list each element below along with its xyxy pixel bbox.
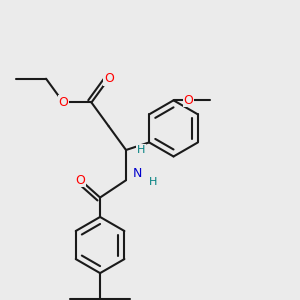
- Text: N: N: [133, 167, 142, 180]
- Text: O: O: [58, 96, 68, 109]
- Text: O: O: [76, 174, 85, 187]
- Text: O: O: [184, 94, 194, 107]
- Text: H: H: [137, 145, 145, 155]
- Text: H: H: [149, 177, 157, 188]
- Text: O: O: [104, 72, 114, 85]
